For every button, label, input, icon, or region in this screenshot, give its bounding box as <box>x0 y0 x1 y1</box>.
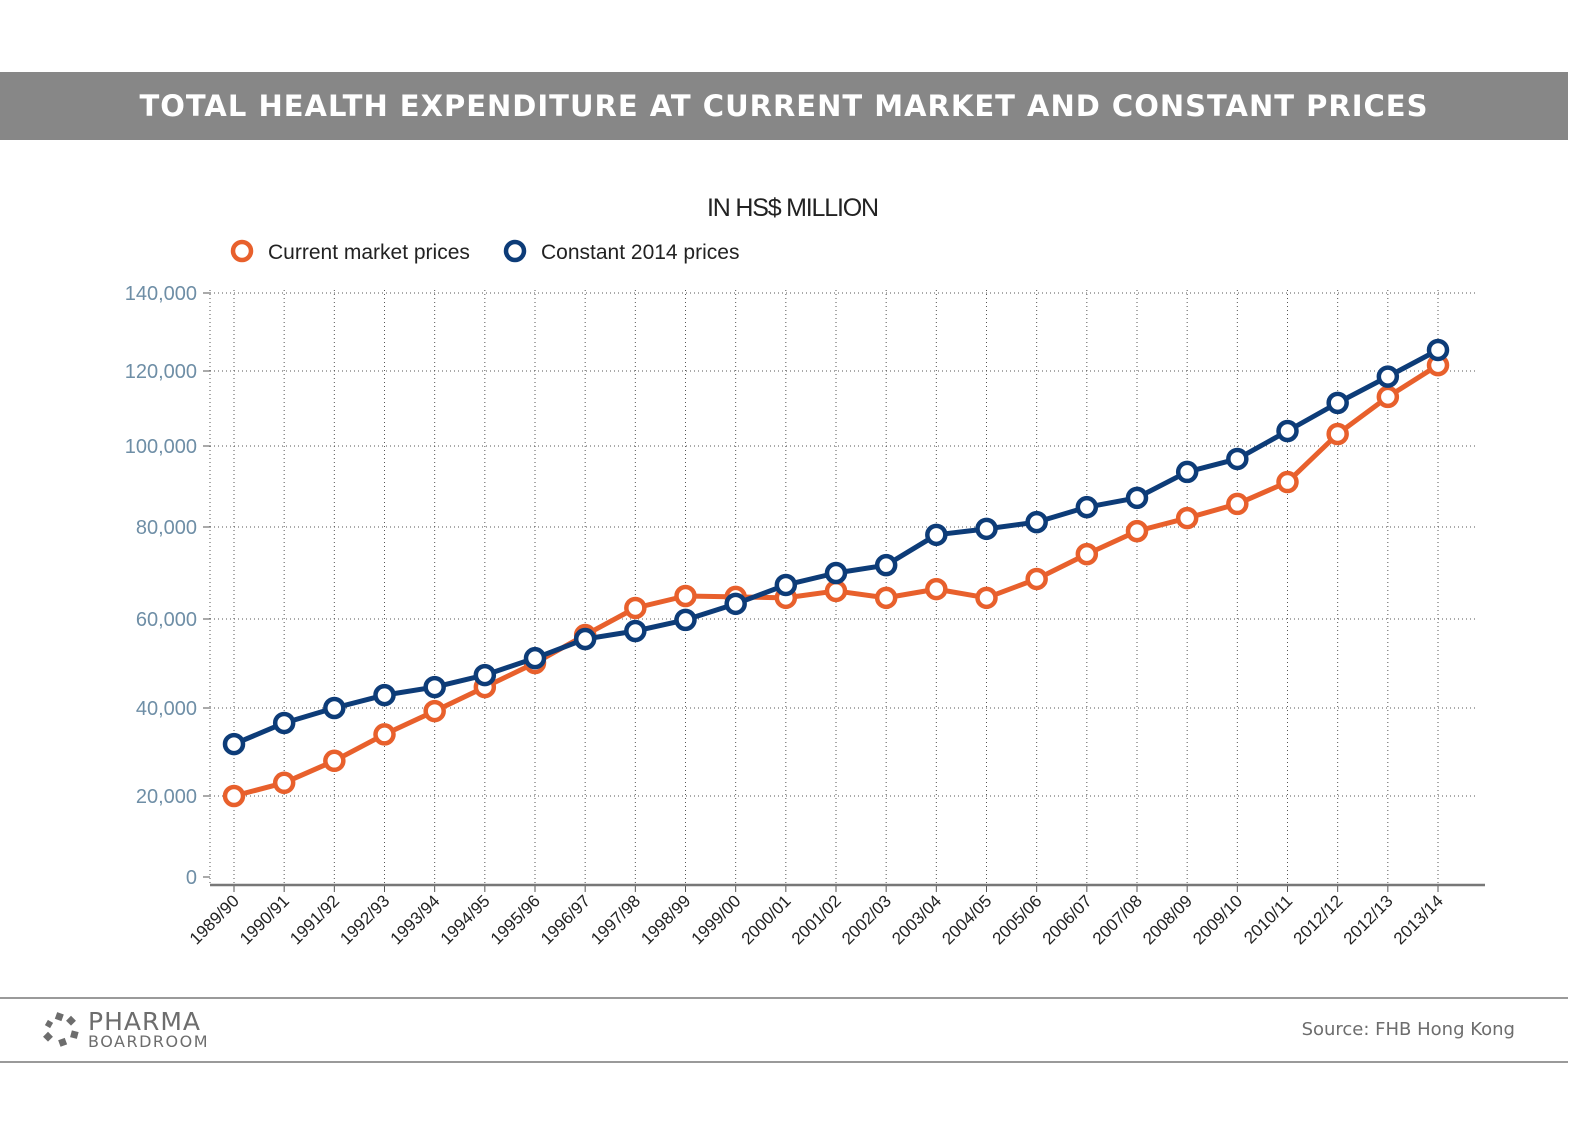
x-tick-label: 2009/10 <box>1189 891 1246 948</box>
x-tick-label: 1989/90 <box>186 891 243 948</box>
x-tick-label: 2006/07 <box>1039 891 1096 948</box>
data-point-1 <box>824 561 848 585</box>
data-point-0 <box>1125 519 1149 543</box>
data-point-0 <box>1025 567 1048 591</box>
data-point-1 <box>624 619 647 643</box>
x-tick-label: 2010/11 <box>1240 891 1296 947</box>
legend-marker-0 <box>230 239 254 263</box>
data-point-0 <box>222 784 246 808</box>
data-point-1 <box>674 608 697 632</box>
data-point-0 <box>1175 506 1199 530</box>
data-point-1 <box>925 523 948 547</box>
data-point-1 <box>573 627 597 651</box>
pharma-boardroom-logo: PHARMA BOARDROOM <box>42 1007 209 1051</box>
x-tick-label: 1990/91 <box>236 891 293 948</box>
data-point-1 <box>975 517 998 541</box>
x-tick-label: 1994/95 <box>437 891 494 948</box>
line-chart: IN HS$ MILLION Current market prices Const… <box>125 194 1485 948</box>
legend-marker-1 <box>503 239 527 263</box>
x-tick-label: 2012/13 <box>1340 891 1397 948</box>
x-tick-label: 2001/02 <box>788 891 845 948</box>
data-point-1 <box>1326 391 1349 415</box>
logo-text-pharma: PHARMA <box>88 1007 202 1036</box>
y-tick-label: 20,000 <box>136 786 197 808</box>
data-point-0 <box>874 586 898 610</box>
x-tick-label: 1993/94 <box>387 891 444 948</box>
y-tick-label: 60,000 <box>136 609 197 631</box>
data-point-1 <box>423 675 446 699</box>
data-point-0 <box>925 577 948 601</box>
x-tick-label: 2004/05 <box>938 891 995 948</box>
footer-divider-top <box>0 997 1568 999</box>
data-point-1 <box>1276 419 1299 443</box>
chart-title: TOTAL HEALTH EXPENDITURE AT CURRENT MARK… <box>139 89 1429 123</box>
data-point-1 <box>373 683 396 707</box>
data-point-0 <box>624 596 647 620</box>
data-point-1 <box>1426 338 1450 362</box>
x-tick-label: 1999/00 <box>688 891 745 948</box>
data-point-0 <box>674 584 697 608</box>
x-tick-label: 2002/03 <box>838 891 895 948</box>
x-tick-label: 2003/04 <box>888 891 945 948</box>
data-point-1 <box>874 553 898 577</box>
footer-divider-bottom <box>0 1061 1568 1063</box>
data-point-1 <box>724 592 747 616</box>
x-tick-label: 2013/14 <box>1390 891 1447 948</box>
data-point-1 <box>1025 510 1048 534</box>
series-line-1 <box>233 347 1440 747</box>
data-point-0 <box>423 699 446 723</box>
y-tick-label: 120,000 <box>125 361 197 383</box>
x-tick-label: 1992/93 <box>336 891 393 948</box>
data-point-1 <box>1226 447 1249 471</box>
data-point-0 <box>1226 492 1249 516</box>
data-point-0 <box>1326 422 1349 446</box>
data-point-0 <box>272 771 296 795</box>
data-point-1 <box>473 663 497 687</box>
legend-label-1: Constant 2014 prices <box>541 241 739 264</box>
y-tick-label: 80,000 <box>136 517 197 539</box>
data-point-0 <box>373 723 396 746</box>
x-tick-label: 1996/97 <box>537 891 594 948</box>
data-point-0 <box>1075 542 1099 566</box>
x-tick-label: 1997/98 <box>587 891 644 948</box>
data-point-1 <box>523 646 547 670</box>
data-point-0 <box>1276 470 1299 494</box>
data-point-1 <box>774 573 798 597</box>
logo-mark-icon <box>43 1012 79 1047</box>
data-point-1 <box>1125 486 1149 510</box>
data-point-1 <box>222 732 246 756</box>
data-point-1 <box>323 696 346 720</box>
y-tick-label: 40,000 <box>136 698 197 720</box>
data-point-0 <box>1376 385 1400 409</box>
x-tick-label: 2000/01 <box>738 891 795 948</box>
x-tick-label: 2008/09 <box>1139 891 1196 948</box>
data-point-1 <box>1175 460 1199 484</box>
x-tick-label: 1995/96 <box>487 891 544 948</box>
x-tick-label: 2012/12 <box>1290 891 1347 948</box>
data-point-1 <box>1075 495 1099 519</box>
legend-label-0: Current market prices <box>268 241 470 264</box>
data-point-0 <box>323 749 346 773</box>
y-tick-label: 140,000 <box>125 283 197 305</box>
chart-subtitle: IN HS$ MILLION <box>707 194 879 222</box>
data-point-1 <box>1376 365 1400 388</box>
data-point-1 <box>272 711 296 735</box>
x-tick-label: 1991/92 <box>286 891 343 948</box>
y-tick-label: 100,000 <box>125 436 197 458</box>
title-banner: TOTAL HEALTH EXPENDITURE AT CURRENT MARK… <box>0 72 1568 140</box>
x-tick-label: 1998/99 <box>637 891 694 948</box>
source-note: Source: FHB Hong Kong <box>1301 1019 1515 1040</box>
y-tick-label: 0 <box>186 867 197 889</box>
data-point-0 <box>824 579 848 603</box>
x-tick-label: 2005/06 <box>989 891 1046 948</box>
data-point-0 <box>975 586 998 610</box>
x-tick-label: 2007/08 <box>1089 891 1146 948</box>
logo-text-boardroom: BOARDROOM <box>88 1032 209 1051</box>
